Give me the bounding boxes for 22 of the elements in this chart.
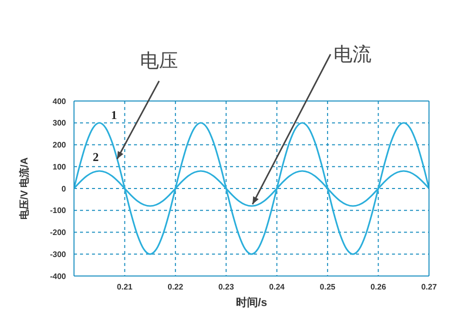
y-tick-label: 300: [52, 118, 67, 128]
y-tick-label: -200: [50, 228, 67, 238]
y-tick-label: 200: [52, 140, 67, 150]
annotation: 电压: [140, 50, 178, 72]
x-tick-label: 0.25: [320, 282, 336, 292]
x-tick-label: 0.21: [116, 282, 134, 292]
x-tick-label: 0.22: [168, 282, 184, 292]
x-axis-title: 时间/s: [236, 296, 268, 309]
series-label: 2: [92, 150, 99, 164]
y-tick-label: 400: [52, 96, 67, 106]
x-tick-label: 0.23: [218, 282, 234, 292]
x-tick-label: 0.24: [269, 282, 286, 292]
x-tick-label: 0.27: [421, 282, 438, 292]
y-tick-label: 0: [62, 184, 67, 194]
y-tick-label: -400: [50, 272, 67, 281]
series-label: 1: [111, 108, 118, 122]
y-tick-label: 100: [52, 162, 67, 172]
x-tick-label: 0.26: [370, 282, 387, 292]
y-tick-label: -100: [50, 206, 67, 216]
y-axis-title: 电压/V 电流/A: [18, 157, 31, 220]
y-tick-label: -300: [50, 250, 67, 259]
annotation: 电流: [334, 43, 372, 66]
